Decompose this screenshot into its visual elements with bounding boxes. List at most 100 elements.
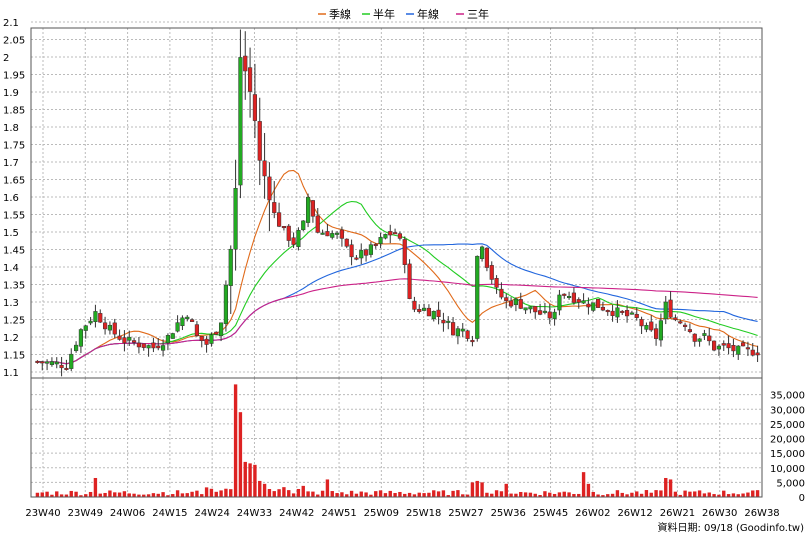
volume-bar	[644, 490, 649, 497]
candle-body	[107, 324, 113, 331]
price-tick-label: 2	[3, 53, 9, 64]
volume-bar	[485, 492, 489, 497]
x-tick-label: 25W36	[491, 508, 526, 519]
x-tick-label: 24W24	[195, 508, 230, 519]
volume-bar	[693, 491, 697, 497]
candle-body	[136, 342, 142, 348]
candle-body	[624, 310, 630, 317]
volume-bar	[35, 492, 40, 497]
ma-line-3	[37, 278, 758, 365]
candle-body	[218, 322, 224, 337]
volume-bar	[654, 490, 658, 497]
volume-bars	[35, 384, 760, 497]
volume-bar	[548, 492, 552, 497]
x-tick-label: 25W09	[364, 508, 399, 519]
candle-body	[156, 345, 161, 349]
volume-bar	[229, 489, 233, 497]
volume-bar	[412, 494, 417, 497]
candle-body	[620, 310, 625, 313]
volume-bar	[403, 493, 407, 497]
volume-bar	[707, 492, 711, 497]
candle-body	[349, 244, 354, 258]
volume-bar	[615, 490, 620, 497]
candle-body	[262, 160, 267, 177]
candle-body	[639, 319, 644, 327]
candle-body	[475, 255, 480, 339]
candle-body	[59, 364, 64, 369]
volume-bar	[374, 491, 378, 497]
candle-body	[281, 226, 287, 229]
candle-body	[470, 340, 475, 343]
volume-bar	[349, 490, 354, 497]
candle-body	[740, 342, 746, 347]
candle-body	[417, 308, 422, 312]
volume-bar	[98, 493, 102, 497]
candle-body	[687, 329, 693, 332]
volume-bar	[717, 494, 721, 497]
candle-body	[180, 317, 185, 326]
candle-body	[233, 188, 238, 250]
candle-body	[436, 309, 441, 317]
candle-body	[460, 328, 465, 332]
volume-bar	[490, 493, 494, 497]
volume-bar	[378, 490, 383, 497]
candle-body	[305, 196, 311, 223]
volume-bar	[45, 491, 49, 497]
candle-body	[257, 121, 262, 161]
volume-bar	[253, 464, 257, 497]
volume-bar	[451, 490, 455, 497]
candle-body	[310, 200, 316, 217]
volume-bar	[238, 412, 243, 497]
candle-body	[354, 257, 359, 260]
volume-bar	[528, 492, 533, 497]
candle-body	[484, 247, 490, 268]
volume-bar	[296, 488, 301, 497]
candle-body	[339, 229, 345, 239]
candle-body	[78, 329, 84, 347]
volume-bar	[746, 492, 750, 497]
candle-body	[301, 220, 306, 231]
volume-bar	[200, 494, 204, 497]
volume-bar	[678, 494, 682, 497]
candle-body	[402, 239, 407, 265]
volume-bar	[316, 494, 320, 497]
candle-body	[508, 300, 514, 307]
volume-bar	[175, 490, 180, 497]
volume-bar	[630, 492, 634, 497]
candle-body	[117, 335, 122, 340]
legend-label-2: 年線	[417, 7, 439, 21]
volume-bar	[55, 491, 59, 497]
plot-frames	[30, 27, 763, 498]
volume-bar	[606, 494, 610, 497]
price-tick-label: 1.6	[3, 193, 19, 204]
price-tick-label: 1.75	[3, 141, 25, 152]
candle-body	[83, 325, 88, 331]
volume-bar	[59, 494, 64, 497]
volume-tick-label: 10,000	[770, 464, 805, 475]
ma-line-0	[37, 169, 758, 365]
volume-bar	[586, 483, 591, 497]
volume-bar	[639, 493, 644, 497]
candle-body	[629, 312, 635, 315]
volume-bar	[572, 494, 576, 497]
volume-bar	[146, 494, 151, 497]
candle-body	[204, 338, 209, 345]
candle-body	[243, 55, 248, 72]
candle-body	[272, 202, 277, 214]
volume-bar	[282, 487, 286, 497]
candle-body	[707, 335, 712, 342]
volume-bar	[649, 492, 653, 497]
candle-body	[571, 292, 577, 303]
volume-tick-label: 30,000	[770, 405, 805, 416]
x-tick-label: 23W49	[68, 508, 103, 519]
volume-bar	[340, 492, 344, 497]
x-tick-label: 23W40	[25, 508, 60, 519]
candle-body	[388, 231, 393, 236]
volume-bar	[567, 492, 571, 497]
candle-body	[64, 367, 69, 370]
x-tick-label: 26W12	[617, 508, 652, 519]
x-tick-label: 24W06	[110, 508, 145, 519]
candle-body	[494, 278, 499, 288]
candle-body	[238, 57, 243, 186]
